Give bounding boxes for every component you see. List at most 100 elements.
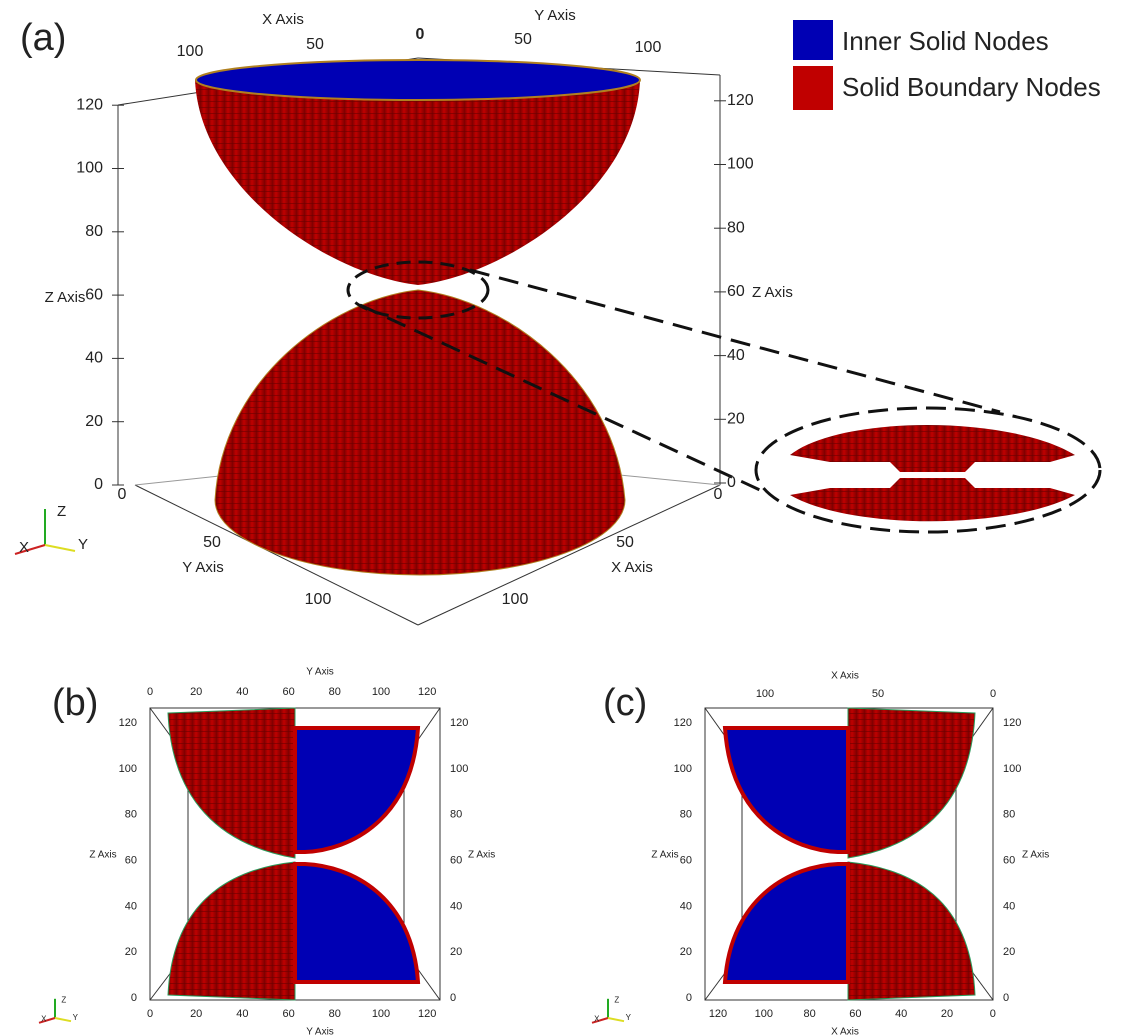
triad-label: X — [594, 1015, 600, 1024]
tick-label: 100 — [450, 763, 468, 775]
axis-title: Z Axis — [89, 850, 116, 861]
legend-label: Solid Boundary Nodes — [842, 72, 1101, 102]
axis-title: Y Axis — [534, 7, 575, 24]
triad-axis — [44, 544, 76, 552]
tick-label: 0 — [990, 1008, 996, 1020]
triad-label: Z — [614, 996, 619, 1005]
tick-label: 100 — [372, 686, 390, 698]
tick-label: 80 — [1003, 809, 1015, 821]
tick-label: 100 — [727, 156, 754, 173]
tick-label: 80 — [450, 809, 462, 821]
tick-label: 100 — [502, 591, 529, 608]
tick-label: 0 — [94, 476, 103, 493]
legend-label: Inner Solid Nodes — [842, 26, 1049, 56]
tick-label: 40 — [236, 1008, 248, 1020]
axis-title: Z Axis — [1022, 850, 1049, 861]
tick-label: 100 — [119, 763, 137, 775]
tick-label: 60 — [727, 283, 745, 300]
tick-label: 120 — [450, 717, 468, 729]
tick-label: 60 — [849, 1008, 861, 1020]
tick-label: 80 — [125, 809, 137, 821]
tick-label: 120 — [709, 1008, 727, 1020]
axis-title: X Axis — [611, 559, 653, 576]
legend-swatch — [793, 66, 833, 110]
tick-label: 40 — [727, 347, 745, 364]
tick-label: 100 — [756, 688, 774, 700]
tick-label: 80 — [329, 686, 341, 698]
tick-label: 100 — [755, 1008, 773, 1020]
tick-label: 80 — [85, 223, 103, 240]
tick-label: 20 — [680, 946, 692, 958]
tick-label: 40 — [680, 900, 692, 912]
tick-label: 40 — [895, 1008, 907, 1020]
zoom-line — [359, 303, 761, 492]
triad-label: X — [41, 1015, 47, 1024]
tick-label: 0 — [990, 688, 996, 700]
panel-b-graphic — [149, 707, 441, 1001]
tick-label: 80 — [727, 219, 745, 236]
tick-label: 100 — [674, 763, 692, 775]
tick-label: 60 — [1003, 855, 1015, 867]
axis-title: Z Axis — [468, 850, 495, 861]
tick-label: 50 — [203, 534, 221, 551]
tick-label: 60 — [85, 286, 103, 303]
triad-axis — [38, 1017, 56, 1024]
tick-label: 60 — [282, 1008, 294, 1020]
top-face — [195, 59, 641, 101]
tick-label: 20 — [727, 411, 745, 428]
tick-label: 40 — [125, 900, 137, 912]
tick-label: 50 — [514, 31, 532, 48]
tick-label: 0 — [147, 686, 153, 698]
triad-label: Z — [57, 503, 66, 520]
tick-label: 0 — [450, 992, 456, 1004]
upper-hemisphere — [195, 80, 640, 285]
axis-title: Y Axis — [182, 559, 223, 576]
axis-title: X Axis — [262, 11, 304, 28]
tick-label: 40 — [85, 350, 103, 367]
tick-label: 40 — [236, 686, 248, 698]
axis-title: Y Axis — [306, 667, 334, 678]
triad-label: Y — [78, 536, 88, 553]
tick-label: 60 — [680, 855, 692, 867]
tick-label: 50 — [872, 688, 884, 700]
tick-label: 100 — [76, 160, 103, 177]
tick-label: 0 — [118, 486, 127, 503]
tick-label: 0 — [131, 992, 137, 1004]
tick-label: 120 — [418, 686, 436, 698]
axis-title: Y Axis — [306, 1027, 334, 1036]
tick-label: 120 — [119, 717, 137, 729]
tick-label: 80 — [803, 1008, 815, 1020]
triad-axis — [591, 1017, 609, 1024]
legend-swatch — [793, 20, 833, 60]
triad-axis — [14, 544, 46, 555]
axis-title: Z Axis — [651, 850, 678, 861]
tick-label: 100 — [177, 43, 204, 60]
tick-label: 20 — [450, 946, 462, 958]
zoom-line — [469, 268, 1001, 414]
tick-label: 20 — [190, 686, 202, 698]
triad-label: Y — [73, 1013, 79, 1022]
tick-label: 100 — [1003, 763, 1021, 775]
tick-label: 0 — [686, 992, 692, 1004]
zoom-inset — [754, 406, 1102, 534]
panel-label: (a) — [20, 17, 66, 59]
tick-label: 60 — [125, 855, 137, 867]
triad-label: Z — [61, 996, 66, 1005]
tick-label: 0 — [714, 486, 723, 503]
tick-label: 120 — [418, 1008, 436, 1020]
panel-label: (c) — [603, 682, 647, 724]
tick-label: 20 — [941, 1008, 953, 1020]
axis-title: X Axis — [831, 671, 859, 682]
tick-label: 40 — [1003, 900, 1015, 912]
tick-label: 120 — [1003, 717, 1021, 729]
tick-label: 100 — [305, 591, 332, 608]
panel-c-graphic — [704, 707, 994, 1001]
triad-axis — [607, 1017, 625, 1023]
tick-label: 0 — [416, 26, 425, 43]
tick-label: 0 — [147, 1008, 153, 1020]
triad-axis — [54, 1017, 72, 1023]
tick-label: 20 — [125, 946, 137, 958]
tick-label: 60 — [282, 686, 294, 698]
neck-highlight — [346, 260, 490, 320]
